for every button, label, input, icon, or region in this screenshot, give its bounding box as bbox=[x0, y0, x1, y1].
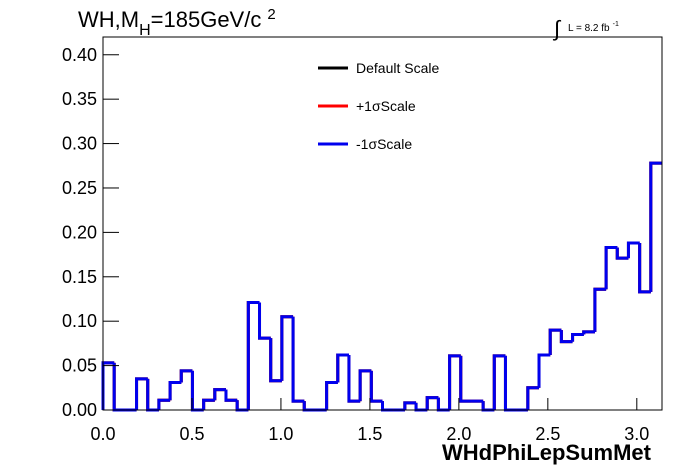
histogram-bin bbox=[604, 245, 618, 290]
histogram-bin bbox=[135, 377, 148, 410]
histogram-bin bbox=[358, 369, 372, 402]
histogram-bin bbox=[213, 388, 226, 401]
histogram-bin bbox=[425, 396, 439, 410]
histogram-bin bbox=[369, 370, 383, 403]
histogram-bin bbox=[246, 301, 260, 410]
histogram-bin bbox=[649, 161, 662, 292]
lumi-label: L = 8.2 fb -1 bbox=[568, 21, 619, 34]
legend-label: +1σScale bbox=[356, 98, 416, 114]
histogram-bin bbox=[492, 354, 506, 410]
histogram-bin bbox=[202, 398, 215, 410]
histogram-bin bbox=[626, 241, 640, 259]
histogram-bin bbox=[537, 353, 551, 388]
y-tick-label: 0.20 bbox=[62, 222, 97, 242]
histogram-bin bbox=[269, 338, 282, 383]
x-tick-label: 1.0 bbox=[268, 424, 293, 444]
histogram-bin bbox=[179, 369, 193, 383]
histogram-bin bbox=[582, 330, 595, 335]
histogram-bin bbox=[593, 287, 607, 332]
x-axis-label: WHdPhiLepSumMet bbox=[442, 440, 652, 465]
x-tick-label: 0.0 bbox=[90, 424, 115, 444]
x-tick-label: 2.5 bbox=[535, 424, 560, 444]
histogram-bin bbox=[526, 386, 540, 410]
y-tick-label: 0.00 bbox=[62, 400, 97, 420]
histogram-bin bbox=[157, 398, 171, 410]
legend-label: -1σScale bbox=[356, 136, 412, 152]
histogram-bin bbox=[559, 330, 573, 344]
x-tick-label: 2.0 bbox=[446, 424, 471, 444]
y-tick-label: 0.40 bbox=[62, 45, 97, 65]
lumi-integral: ∫ bbox=[552, 16, 562, 41]
y-tick-label: 0.10 bbox=[62, 311, 97, 331]
histogram-bin bbox=[224, 389, 238, 402]
y-tick-label: 0.30 bbox=[62, 134, 97, 154]
histogram-bin bbox=[571, 333, 584, 342]
histogram-bin bbox=[638, 243, 651, 294]
y-tick-label: 0.15 bbox=[62, 267, 97, 287]
histogram-bin bbox=[258, 302, 271, 340]
histogram-bin bbox=[459, 355, 472, 403]
histogram-bin bbox=[325, 380, 338, 410]
histogram-bin bbox=[403, 401, 417, 410]
x-tick-label: 0.5 bbox=[179, 424, 204, 444]
chart-title: WH,MH=185GeV/c 2 bbox=[78, 6, 276, 39]
plot-frame bbox=[102, 36, 663, 411]
y-tick-label: 0.25 bbox=[62, 178, 97, 198]
histogram-bin bbox=[615, 247, 629, 260]
histogram-bin bbox=[347, 354, 361, 403]
histogram-bin bbox=[291, 316, 305, 403]
x-tick-label: 1.5 bbox=[357, 424, 382, 444]
histogram-bin bbox=[548, 328, 562, 355]
histogram-bin bbox=[448, 354, 461, 410]
legend-label: Default Scale bbox=[356, 60, 439, 76]
histogram-bin bbox=[336, 353, 349, 383]
y-tick-label: 0.35 bbox=[62, 89, 97, 109]
x-tick-label: 3.0 bbox=[624, 424, 649, 444]
histogram-bin bbox=[168, 380, 182, 401]
y-tick-label: 0.05 bbox=[62, 356, 97, 376]
histogram-bin bbox=[280, 315, 294, 381]
